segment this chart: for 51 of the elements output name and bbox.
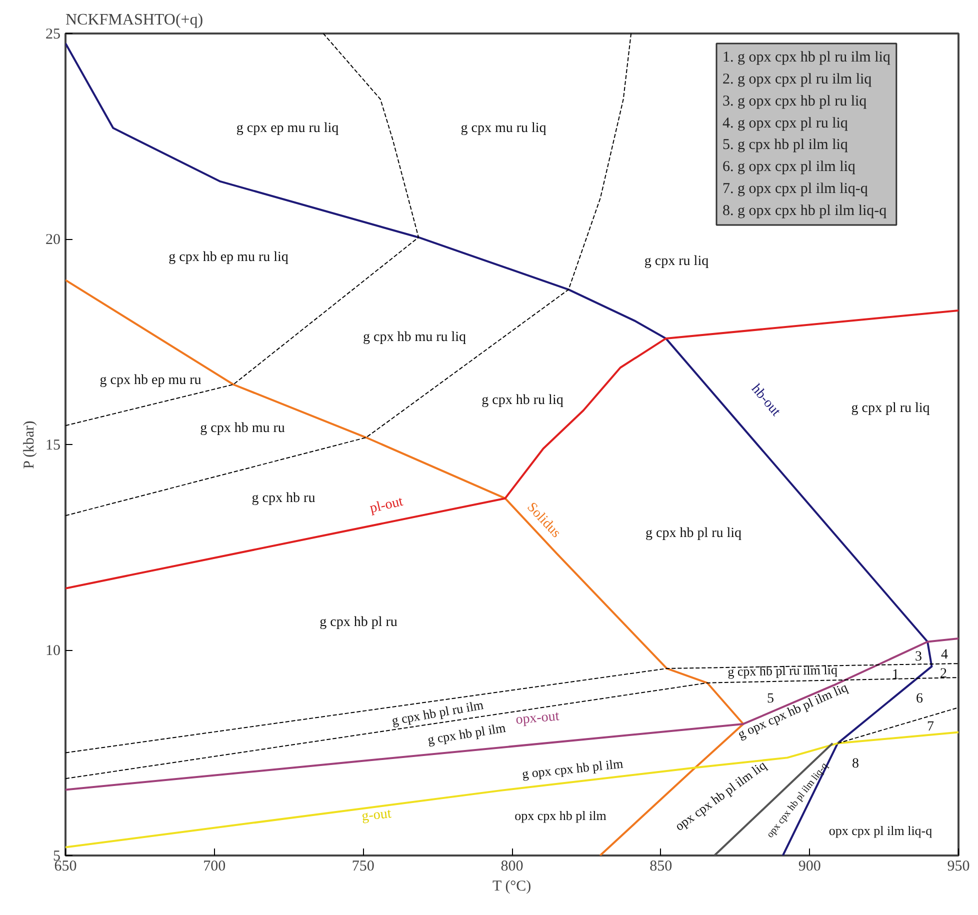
x-axis-title: T (°C) bbox=[492, 878, 532, 894]
chart-title: NCKFMASHTO(+q) bbox=[66, 12, 204, 28]
annotation: g cpx hb ep mu ru bbox=[100, 373, 202, 388]
annotation: g cpx hb mu ru liq bbox=[362, 330, 466, 345]
y-axis-title: P (kbar) bbox=[22, 420, 38, 469]
annotation: g cpx hb pl ru ilm liq bbox=[727, 662, 838, 679]
annotation: 1 bbox=[892, 668, 899, 682]
annotation: 5. g cpx hb pl ilm liq bbox=[722, 137, 848, 154]
annotation: 1. g opx cpx hb pl ru ilm liq bbox=[722, 50, 891, 66]
annotation: g cpx hb mu ru bbox=[200, 421, 285, 436]
y-tick-label: 25 bbox=[46, 26, 60, 42]
annotation: 2. g opx cpx pl ru ilm liq bbox=[722, 71, 872, 88]
annotation: g cpx ru liq bbox=[644, 254, 709, 269]
annotation: 4. g opx cpx pl ru liq bbox=[722, 115, 848, 132]
annotation: opx-out bbox=[515, 709, 560, 728]
annotation: opx cpx hb pl ilm liq bbox=[672, 757, 770, 834]
annotation: 3 bbox=[915, 650, 922, 664]
x-tick-label: 900 bbox=[798, 858, 821, 874]
annotation: g-out bbox=[361, 806, 392, 825]
annotation: 7. g opx cpx pl ilm liq-q bbox=[722, 181, 868, 198]
annotation: g opx cpx hb pl ilm bbox=[521, 756, 624, 782]
annotation: 8. g opx cpx hb pl ilm liq-q bbox=[722, 202, 888, 219]
line-series bbox=[66, 310, 958, 590]
annotation: 5 bbox=[767, 692, 774, 706]
annotation: g cpx hb ru liq bbox=[482, 393, 564, 408]
line-series bbox=[66, 42, 933, 856]
annotation: g cpx ep mu ru liq bbox=[236, 121, 339, 136]
annotation: g cpx hb ep mu ru liq bbox=[168, 250, 288, 265]
annotation: 6 bbox=[916, 692, 923, 706]
annotation: 7 bbox=[927, 720, 934, 734]
annotation: 8 bbox=[852, 756, 859, 772]
y-tick-label: 20 bbox=[46, 232, 60, 248]
y-tick-label: 15 bbox=[46, 438, 60, 454]
annotation: 2 bbox=[940, 666, 947, 682]
annotation: g cpx mu ru liq bbox=[460, 121, 546, 136]
annotation: opx cpx hb pl ilm bbox=[514, 808, 606, 823]
annotation: pl-out bbox=[368, 494, 405, 517]
y-tick-label: 10 bbox=[46, 643, 60, 659]
annotation: opx cpx pl ilm liq-q bbox=[828, 823, 933, 838]
annotation: g cpx hb pl ru liq bbox=[645, 526, 742, 541]
annotation: g cpx hb pl ru bbox=[320, 615, 398, 630]
annotation: 6. g opx cpx pl ilm liq bbox=[722, 159, 856, 176]
x-tick-label: 950 bbox=[947, 858, 970, 874]
x-tick-label: 850 bbox=[650, 858, 672, 874]
annotation: g cpx pl ru liq bbox=[851, 401, 930, 416]
annotation: 4 bbox=[941, 648, 948, 662]
x-tick-label: 700 bbox=[203, 858, 226, 874]
x-tick-label: 750 bbox=[352, 858, 374, 874]
x-tick-label: 800 bbox=[500, 858, 524, 874]
annotation: 3. g opx cpx hb pl ru liq bbox=[722, 93, 868, 110]
annotation: g cpx hb ru bbox=[252, 491, 316, 506]
